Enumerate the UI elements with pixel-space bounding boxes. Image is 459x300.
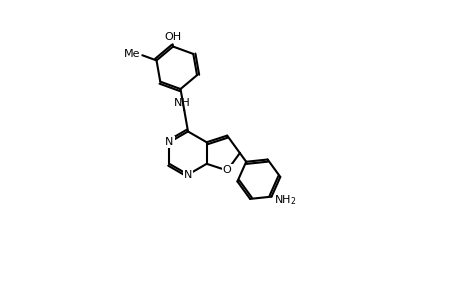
Text: N: N <box>165 137 173 147</box>
Text: O: O <box>222 166 231 176</box>
Text: NH$_2$: NH$_2$ <box>274 194 296 207</box>
Text: OH: OH <box>163 32 181 42</box>
Text: N: N <box>184 169 192 180</box>
Text: Me: Me <box>123 50 140 59</box>
Text: NH: NH <box>174 98 190 108</box>
